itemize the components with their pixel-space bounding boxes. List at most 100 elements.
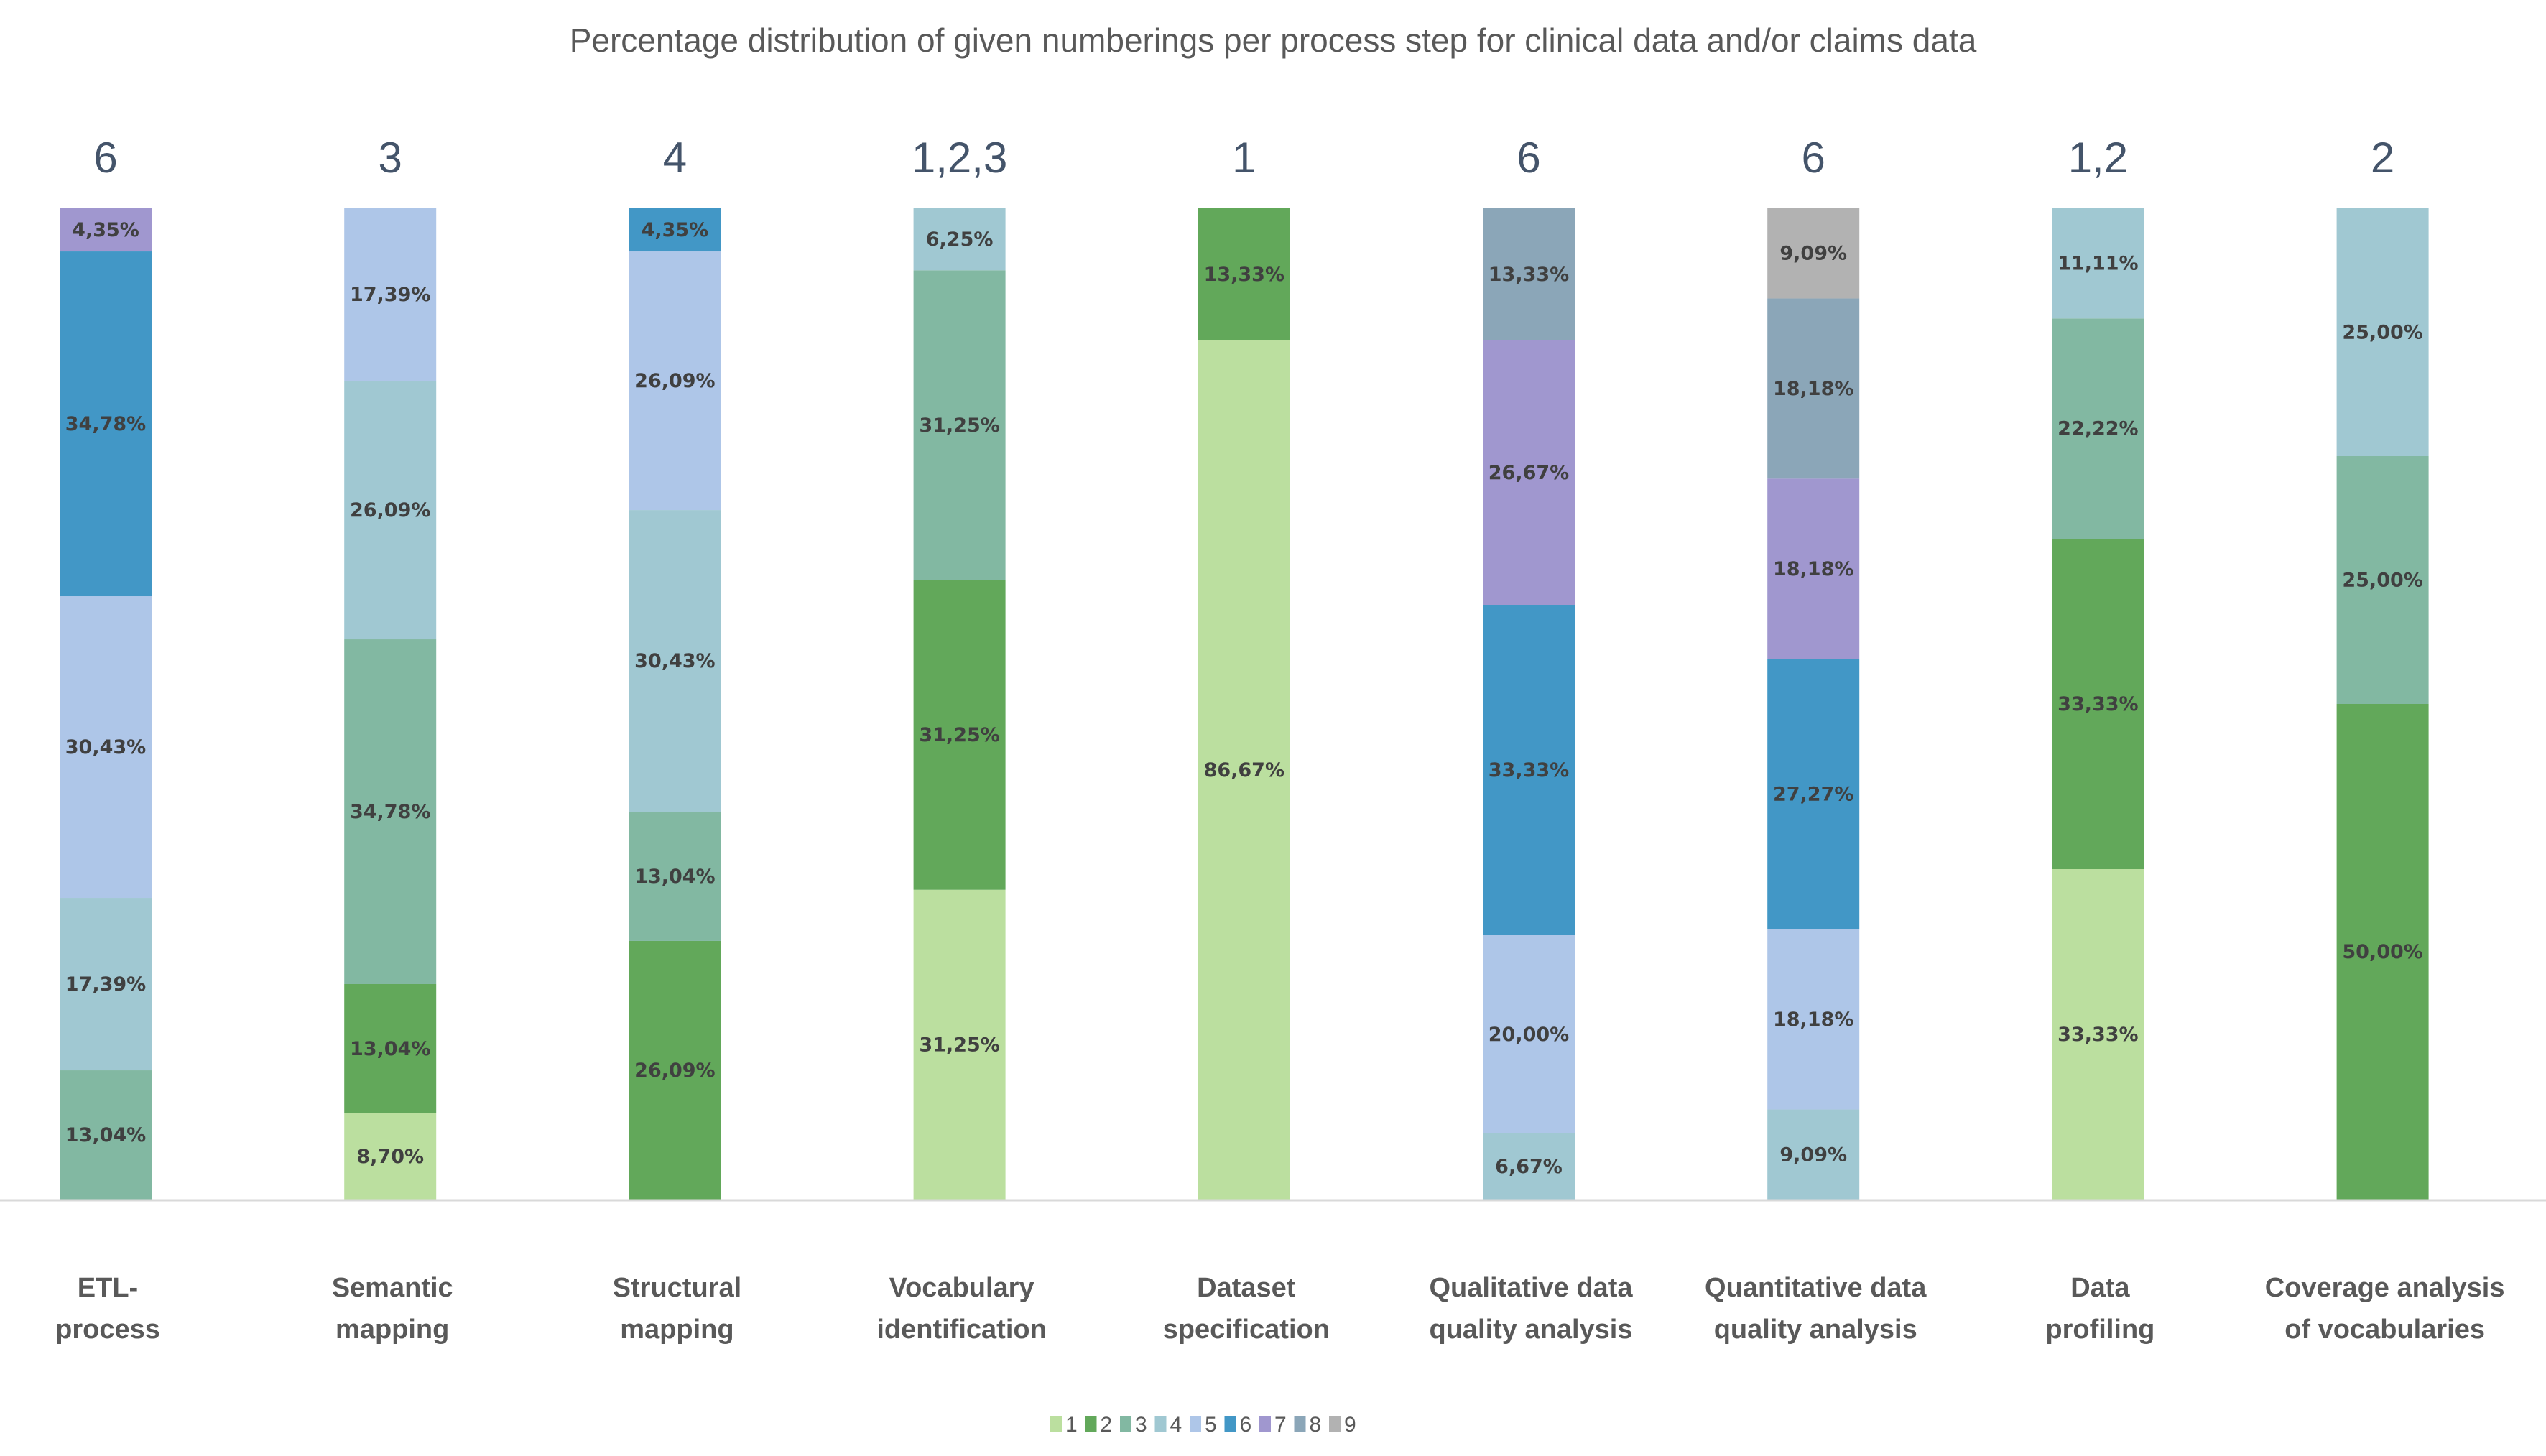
bar-segment-3-series-4	[629, 510, 721, 812]
data-label-5-series-1: 86,67%	[1204, 759, 1284, 782]
bar-segment-6-series-4	[1483, 1133, 1575, 1200]
x-tick-label-6-line-2: quality analysis	[1429, 1314, 1632, 1345]
data-label-5-series-2: 13,33%	[1204, 264, 1284, 286]
bar-segment-2-series-4	[344, 380, 437, 640]
legend-label-8: 8	[1310, 1413, 1322, 1437]
bar-segment-2-series-1	[344, 1113, 437, 1200]
bar-segment-3-series-6	[629, 208, 721, 252]
data-label-6-series-8: 13,33%	[1489, 264, 1569, 286]
category-labels-layer: ETL-process Semantic mapping Structural mapp…	[55, 1273, 2504, 1345]
data-label-6-series-4: 6,67%	[1495, 1156, 1563, 1178]
data-label-4-series-2: 31,25%	[919, 724, 999, 746]
x-tick-label-7-line-2: quality analysis	[1714, 1314, 1917, 1345]
bar-segment-1-series-3	[60, 1070, 152, 1200]
bar-segment-7-series-7	[1767, 478, 1860, 659]
bar-segment-1-series-4	[60, 898, 152, 1071]
legend-swatch-5	[1190, 1416, 1201, 1432]
bar-segment-7-series-4	[1767, 1109, 1860, 1200]
bar-segment-7-series-8	[1767, 298, 1860, 479]
top-label-7: 6	[1802, 134, 1825, 182]
top-label-3: 4	[663, 134, 687, 182]
data-label-7-series-8: 18,18%	[1773, 378, 1853, 400]
x-tick-label-9-line-2: of vocabularies	[2285, 1314, 2485, 1345]
bar-segment-2-series-3	[344, 639, 437, 984]
x-tick-label-2-line-1: Semantic	[332, 1273, 453, 1303]
bar-segment-4-series-2	[913, 580, 1006, 890]
bar-segment-1-series-7	[60, 208, 152, 252]
x-tick-label-8-line-2: profiling	[2045, 1314, 2154, 1345]
legend-label-2: 2	[1101, 1413, 1113, 1437]
data-label-7-series-5: 18,18%	[1773, 1008, 1853, 1031]
bar-segment-8-series-4	[2052, 208, 2144, 319]
data-label-1-series-5: 30,43%	[65, 736, 146, 759]
bar-segment-8-series-2	[2052, 539, 2144, 869]
x-tick-label-4-line-1: Vocabulary	[889, 1273, 1034, 1303]
data-label-1-series-6: 34,78%	[65, 413, 146, 435]
top-label-8: 1,2	[2068, 134, 2128, 182]
bar-segment-6-series-5	[1483, 935, 1575, 1133]
data-label-7-series-6: 27,27%	[1773, 783, 1853, 805]
data-label-6-series-7: 26,67%	[1489, 462, 1569, 484]
bar-segment-3-series-3	[629, 812, 721, 941]
data-label-6-series-6: 33,33%	[1489, 759, 1569, 782]
data-label-8-series-2: 33,33%	[2057, 693, 2138, 715]
data-label-2-series-4: 26,09%	[350, 499, 430, 521]
bar-segment-9-series-2	[2336, 704, 2429, 1200]
legend-swatch-7	[1259, 1416, 1271, 1432]
legend-label-3: 3	[1135, 1413, 1147, 1437]
x-tick-label-3-line-2: mapping	[620, 1314, 733, 1345]
bar-segment-1-series-6	[60, 251, 152, 597]
top-label-6: 6	[1517, 134, 1540, 182]
data-label-1-series-7: 4,35%	[72, 219, 139, 241]
x-tick-label-6-line-1: Qualitative data	[1430, 1273, 1634, 1303]
legend-label-6: 6	[1240, 1413, 1252, 1437]
legend-swatch-9	[1329, 1416, 1341, 1432]
top-label-2: 3	[379, 134, 402, 182]
data-label-3-series-4: 30,43%	[634, 650, 715, 672]
legend-label-7: 7	[1274, 1413, 1287, 1437]
legend-swatch-1	[1050, 1416, 1062, 1432]
data-label-4-series-1: 31,25%	[919, 1034, 999, 1056]
bar-segment-5-series-2	[1198, 208, 1290, 340]
x-tick-label-7-line-1: Quantitative data	[1705, 1273, 1927, 1303]
bar-segment-9-series-3	[2336, 456, 2429, 704]
bar-segment-4-series-3	[913, 270, 1006, 580]
data-label-3-series-6: 4,35%	[642, 219, 709, 241]
data-label-7-series-7: 18,18%	[1773, 558, 1853, 580]
data-label-2-series-2: 13,04%	[350, 1038, 430, 1060]
x-tick-label-1-line-1: ETL-	[78, 1273, 138, 1303]
legend-swatch-6	[1224, 1416, 1236, 1432]
x-tick-label-9-line-1: Coverage analysis	[2265, 1273, 2505, 1303]
bar-segment-8-series-1	[2052, 869, 2144, 1200]
data-label-8-series-1: 33,33%	[2057, 1024, 2138, 1046]
legend-swatch-8	[1294, 1416, 1306, 1432]
legend-label-1: 1	[1065, 1413, 1078, 1437]
top-label-5: 1	[1232, 134, 1256, 182]
x-tick-label-4-line-2: identification	[876, 1314, 1046, 1345]
bar-segment-7-series-6	[1767, 659, 1860, 929]
data-label-7-series-9: 9,09%	[1779, 243, 1847, 265]
bar-segment-2-series-5	[344, 208, 437, 381]
data-label-4-series-4: 6,25%	[926, 228, 994, 251]
legend-label-4: 4	[1170, 1413, 1182, 1437]
bar-segment-1-series-5	[60, 596, 152, 899]
data-label-3-series-2: 26,09%	[634, 1059, 715, 1082]
bar-segment-4-series-1	[913, 889, 1006, 1200]
bar-segment-4-series-4	[913, 208, 1006, 271]
data-label-9-series-3: 25,00%	[2342, 570, 2422, 592]
data-label-9-series-2: 50,00%	[2342, 941, 2422, 963]
legend-label-5: 5	[1205, 1413, 1217, 1437]
bar-segment-5-series-1	[1198, 340, 1290, 1200]
data-label-4-series-3: 31,25%	[919, 414, 999, 437]
bar-segment-9-series-4	[2336, 208, 2429, 456]
top-label-9: 2	[2371, 134, 2394, 182]
bar-segment-6-series-7	[1483, 340, 1575, 605]
legend-swatch-3	[1120, 1416, 1131, 1432]
data-label-8-series-3: 22,22%	[2057, 418, 2138, 440]
data-label-6-series-5: 20,00%	[1489, 1024, 1569, 1046]
legend-swatch-4	[1154, 1416, 1167, 1432]
bar-segment-3-series-5	[629, 251, 721, 511]
data-label-9-series-4: 25,00%	[2342, 322, 2422, 344]
